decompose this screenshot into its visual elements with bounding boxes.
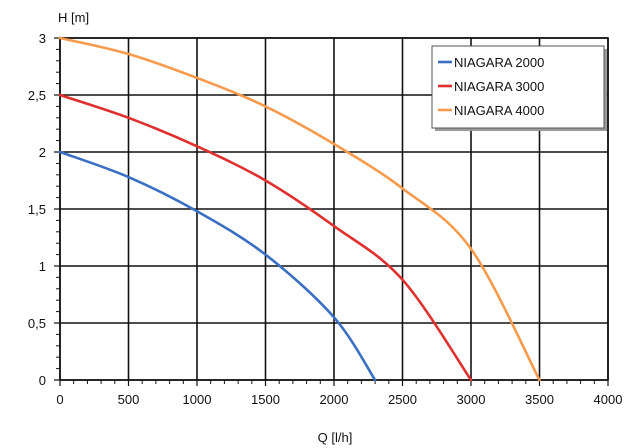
x-tick-label-8: 4000 <box>594 392 623 407</box>
y-tick-label-4: 2 <box>39 145 46 160</box>
y-tick-label-6: 3 <box>39 31 46 46</box>
y-axis-label: H [m] <box>58 10 89 25</box>
series-lines <box>58 36 541 382</box>
legend-label-niagara-4000: NIAGARA 4000 <box>454 103 544 118</box>
plot-frame <box>59 37 609 381</box>
x-tick-label-4: 2000 <box>320 392 349 407</box>
legend-box <box>431 45 605 129</box>
x-tick-label-5: 2500 <box>388 392 417 407</box>
y-tick-label-1: 0,5 <box>28 316 46 331</box>
x-axis-label: Q [l/h] <box>318 430 353 445</box>
y-tick-label-3: 1,5 <box>28 202 46 217</box>
x-tick-label-1: 500 <box>118 392 140 407</box>
y-tick-label-5: 2,5 <box>28 88 46 103</box>
x-tick-label-2: 1000 <box>183 392 212 407</box>
x-tick-label-3: 1500 <box>251 392 280 407</box>
legend-label-niagara-3000: NIAGARA 3000 <box>454 79 544 94</box>
x-tick-label-7: 3500 <box>525 392 554 407</box>
y-tick-label-2: 1 <box>39 259 46 274</box>
x-tick-label-0: 0 <box>56 392 63 407</box>
series-line-niagara-2000 <box>58 150 377 382</box>
legend-label-niagara-2000: NIAGARA 2000 <box>454 55 544 70</box>
legend: NIAGARA 2000 NIAGARA 3000 NIAGARA 4000 <box>431 45 607 131</box>
x-tick-label-6: 3000 <box>457 392 486 407</box>
series-line-niagara-4000 <box>58 36 541 382</box>
y-tick-label-0: 0 <box>39 373 46 388</box>
series-line-niagara-3000 <box>58 93 473 382</box>
axes: 0 500 1000 1500 2000 2500 3000 3500 4000 0 0,5 1 1,5… <box>28 31 623 407</box>
